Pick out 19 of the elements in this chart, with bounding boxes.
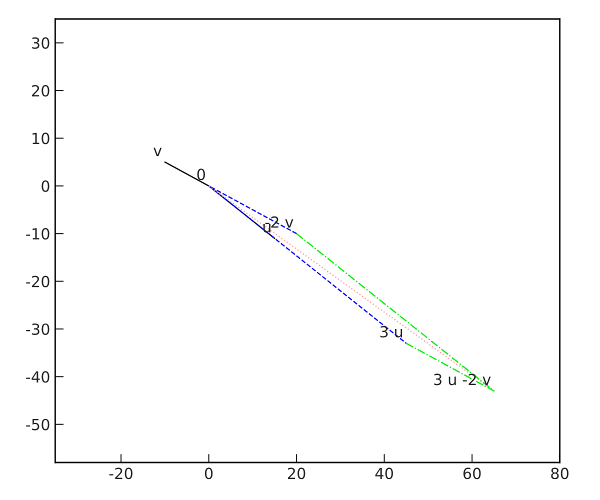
- x-tick-label: 0: [204, 468, 213, 480]
- annotation: 0: [197, 168, 205, 180]
- y-tick-label: -10: [26, 228, 50, 240]
- y-tick-label: 0: [42, 180, 50, 192]
- y-tick-label: -40: [26, 371, 50, 383]
- x-tick-label: -20: [109, 468, 132, 480]
- y-tick-label: 30: [32, 37, 50, 49]
- y-tick-label: -20: [26, 276, 50, 288]
- y-tick-label: -50: [26, 418, 50, 430]
- annotation: v: [154, 148, 162, 156]
- x-tick-label: 20: [288, 468, 306, 480]
- y-tick-label: 10: [32, 132, 50, 144]
- x-tick-label: 60: [463, 468, 481, 480]
- x-tick-label: 40: [375, 468, 393, 480]
- y-tick-label: -30: [26, 323, 50, 335]
- annotation: 3 u -2 v: [434, 374, 491, 386]
- y-tick-label: 20: [32, 85, 50, 97]
- annotation: 3 u: [380, 326, 402, 338]
- x-tick-label: 80: [551, 468, 569, 480]
